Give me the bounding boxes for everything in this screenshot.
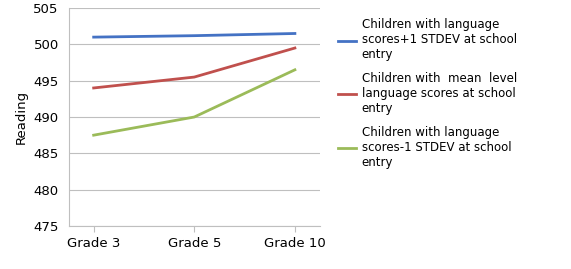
Line: Children with language
scores+1 STDEV at school
entry: Children with language scores+1 STDEV at… [94, 34, 295, 37]
Children with  mean  level
language scores at school
entry [291, 47, 298, 50]
Children with language
scores+1 STDEV at school
entry [90, 36, 97, 39]
Legend: Children with language
scores+1 STDEV at school
entry, Children with  mean  leve: Children with language scores+1 STDEV at… [338, 18, 517, 169]
Children with language
scores-1 STDEV at school
entry [291, 68, 298, 72]
Children with  mean  level
language scores at school
entry [191, 76, 198, 79]
Line: Children with  mean  level
language scores at school
entry: Children with mean level language scores… [94, 48, 295, 88]
Children with language
scores+1 STDEV at school
entry [291, 32, 298, 35]
Children with language
scores+1 STDEV at school
entry [191, 34, 198, 37]
Children with language
scores-1 STDEV at school
entry [90, 134, 97, 137]
Children with  mean  level
language scores at school
entry [90, 86, 97, 90]
Line: Children with language
scores-1 STDEV at school
entry: Children with language scores-1 STDEV at… [94, 70, 295, 135]
Children with language
scores-1 STDEV at school
entry [191, 115, 198, 119]
Y-axis label: Reading: Reading [15, 90, 28, 144]
